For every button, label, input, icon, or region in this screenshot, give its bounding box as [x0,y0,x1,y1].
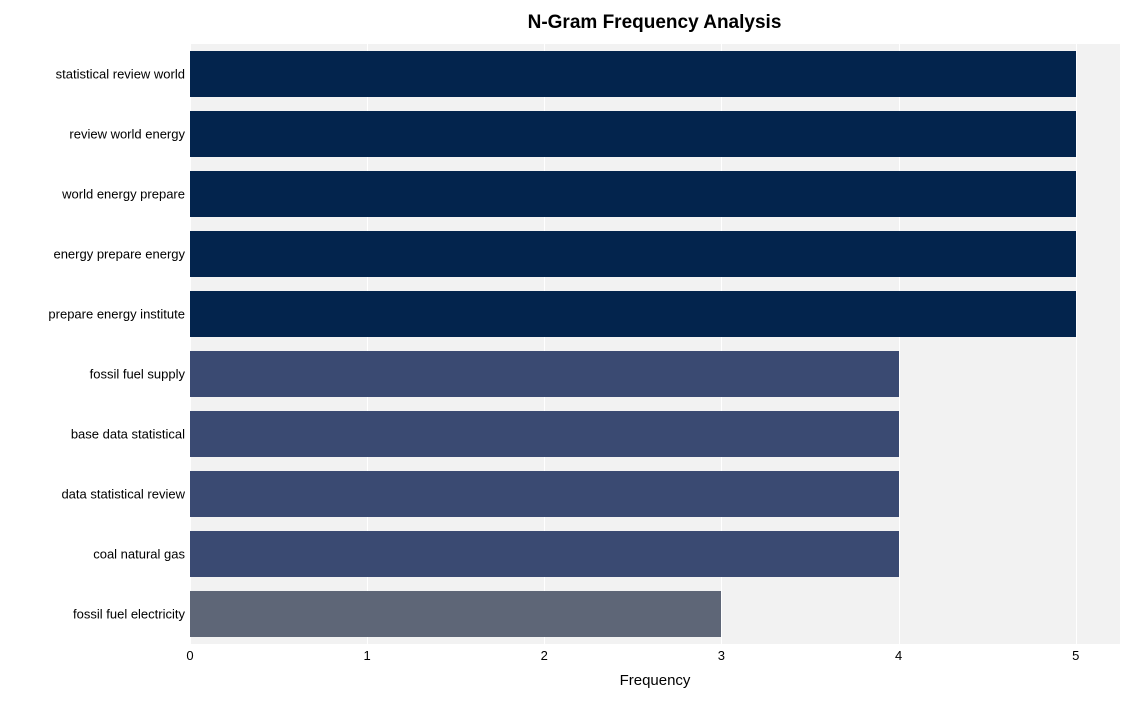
bar [190,111,1076,158]
y-tick-label: data statistical review [61,487,185,502]
bar [190,411,899,458]
bar [190,531,899,578]
y-tick-label: fossil fuel supply [90,367,185,382]
y-tick-label: fossil fuel electricity [73,607,185,622]
x-tick-label: 4 [895,648,902,663]
y-tick-label: statistical review world [56,67,185,82]
y-tick-label: review world energy [69,127,185,142]
y-tick-label: energy prepare energy [53,247,185,262]
plot-area: statistical review worldreview world ene… [190,44,1120,644]
y-tick-label: base data statistical [71,427,185,442]
bars-layer [190,44,1120,644]
chart-container: N-Gram Frequency Analysis statistical re… [0,0,1129,701]
x-tick-label: 3 [718,648,725,663]
x-tick-label: 1 [364,648,371,663]
y-tick-label: world energy prepare [62,187,185,202]
bar [190,351,899,398]
y-axis-labels: statistical review world review world ene… [0,44,185,644]
chart-title: N-Gram Frequency Analysis [0,8,1119,44]
bar [190,591,721,638]
x-axis: Frequency 012345 [190,644,1120,704]
x-tick-label: 2 [541,648,548,663]
bar [190,291,1076,338]
x-tick-label: 5 [1072,648,1079,663]
bar [190,171,1076,218]
bar [190,231,1076,278]
x-axis-label: Frequency [620,672,691,689]
x-tick-label: 0 [186,648,193,663]
bar [190,51,1076,98]
y-tick-label: prepare energy institute [48,307,185,322]
bar [190,471,899,518]
y-tick-label: coal natural gas [93,547,185,562]
